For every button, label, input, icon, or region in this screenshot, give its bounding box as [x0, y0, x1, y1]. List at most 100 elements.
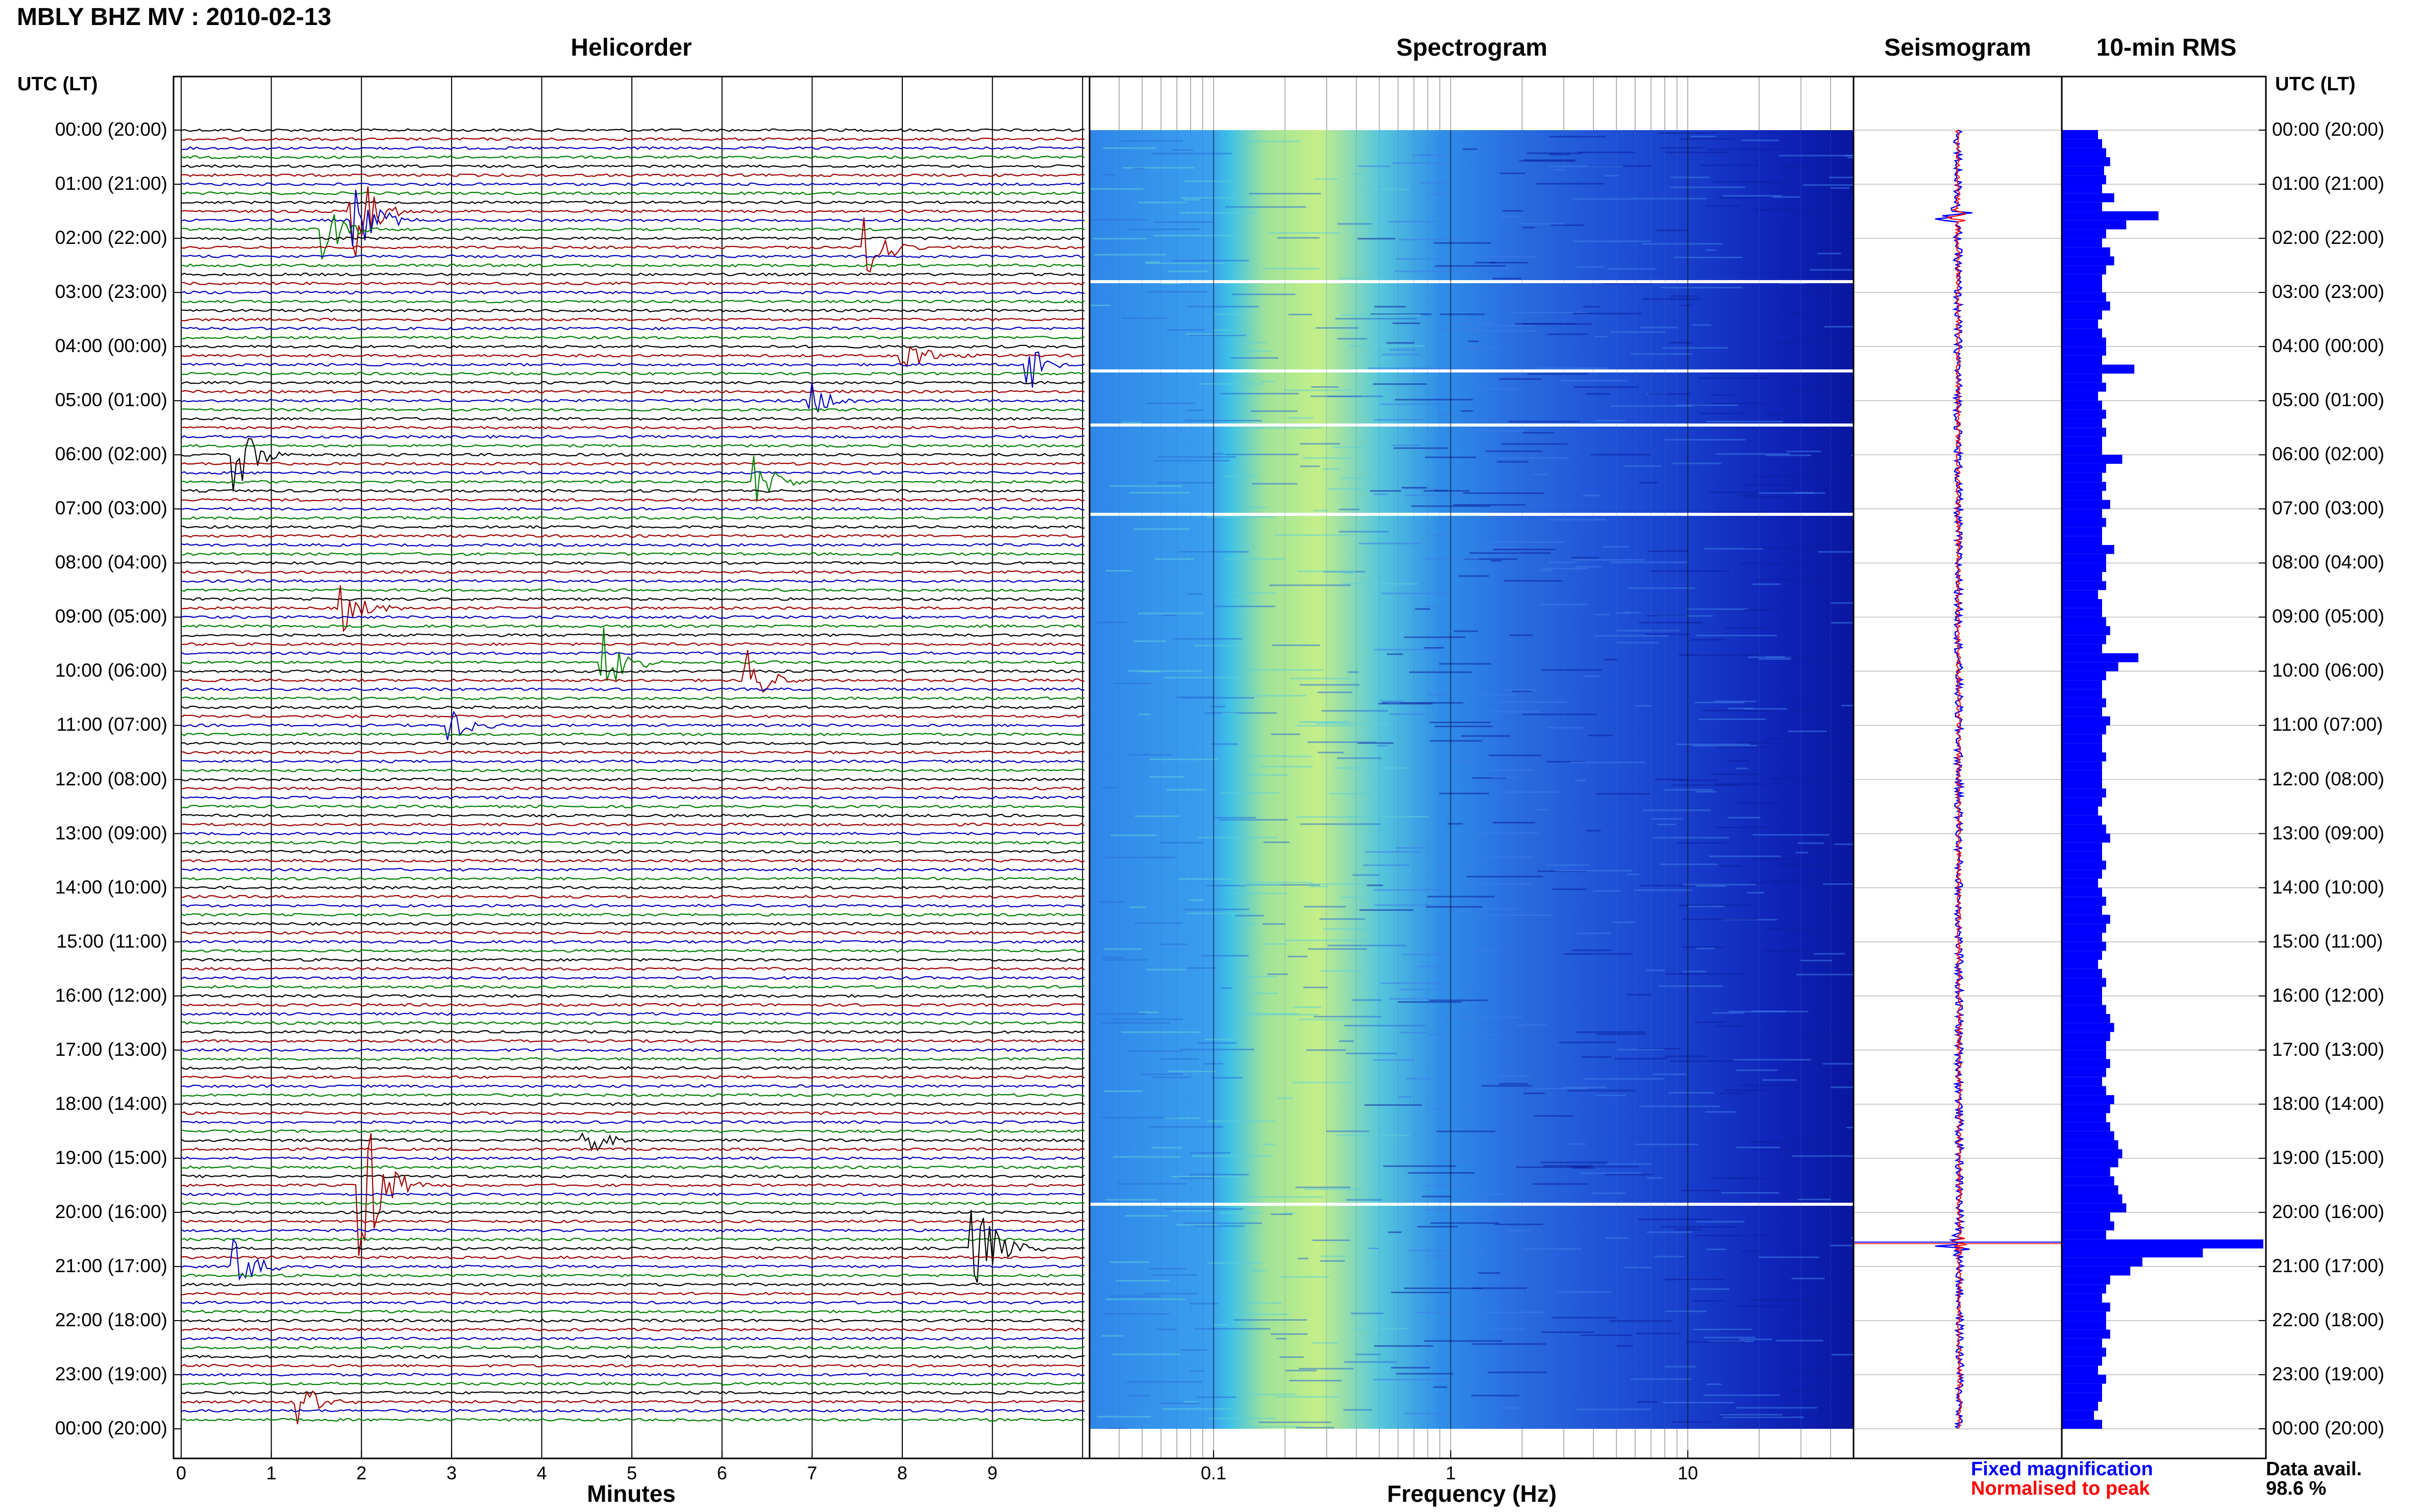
- spectrogram-speckle: [1436, 1130, 1495, 1132]
- spectrogram-speckle: [1133, 640, 1166, 642]
- spectrogram-speckle: [1748, 656, 1792, 658]
- spectrogram-speckle: [1183, 1401, 1198, 1403]
- spectrogram-speckle: [1590, 454, 1651, 456]
- rms-bar: [2062, 1158, 2118, 1168]
- spectrogram-speckle: [1700, 164, 1758, 166]
- spectrogram-speckle: [1516, 1166, 1588, 1168]
- rms-bar: [2062, 283, 2102, 293]
- spectrogram-speckle: [1695, 790, 1717, 792]
- helicorder-trace: [181, 642, 1084, 647]
- spectrogram-speckle: [1262, 1144, 1275, 1146]
- spectrogram-speckle: [1252, 695, 1306, 697]
- spectrogram-speckle: [1470, 430, 1524, 432]
- spectrogram-speckle: [1262, 267, 1320, 269]
- time-label-left: 16:00 (12:00): [55, 984, 167, 1006]
- spectrogram-speckle: [1411, 154, 1457, 156]
- helicorder-trace: [181, 1292, 1085, 1296]
- helicorder-trace: [181, 407, 1085, 412]
- spectrogram-speckle: [1146, 969, 1186, 971]
- spectrogram-speckle: [1296, 1427, 1335, 1429]
- spectrogram-speckle: [1662, 347, 1729, 349]
- spectrogram-speckle: [1592, 1192, 1626, 1194]
- spectrogram-speckle: [1303, 906, 1346, 908]
- spectrogram-speckle: [1818, 750, 1854, 752]
- helicorder-trace: [181, 588, 1085, 592]
- rms-bar: [2062, 1293, 2102, 1303]
- rms-bar: [2062, 969, 2102, 978]
- spectrogram-speckle: [1458, 575, 1489, 577]
- spectrogram-speckle: [1214, 816, 1256, 819]
- spectrogram-speckle: [1848, 892, 1854, 894]
- spectrogram-speckle: [1744, 609, 1781, 611]
- spectrogram-speckle: [1617, 641, 1659, 643]
- spectrogram-speckle: [1199, 383, 1264, 385]
- time-label-left: 15:00 (11:00): [56, 930, 167, 952]
- spectrogram-speckle: [1303, 986, 1328, 988]
- rms-bar: [2062, 986, 2102, 996]
- spectrogram-speckle: [1123, 167, 1195, 169]
- spectrogram-speckle: [1790, 1390, 1828, 1392]
- spectrogram-speckle: [1803, 459, 1819, 461]
- spectrogram-speckle: [1563, 953, 1633, 955]
- rms-bar: [2062, 364, 2135, 374]
- spectrogram-speckle: [1194, 1328, 1271, 1330]
- helicorder-trace: [181, 750, 1085, 755]
- rms-bar: [2062, 716, 2110, 726]
- spectrogram-speckle: [1837, 1193, 1854, 1195]
- spectrogram-speckle: [1156, 1328, 1177, 1330]
- spectrogram-speckle: [1194, 645, 1245, 647]
- spectrogram-speckle: [1553, 169, 1565, 171]
- spectrogram-speckle: [1182, 908, 1249, 910]
- rms-bar: [2062, 455, 2122, 464]
- spectrogram-speckle: [1162, 614, 1176, 616]
- spectrogram-speckle: [1109, 1295, 1161, 1297]
- spectrogram-speckle: [1642, 243, 1723, 245]
- spectrogram-speckle: [1646, 1231, 1693, 1233]
- spectrogram-speckle: [1434, 726, 1493, 728]
- spectrogram-speckle: [1758, 658, 1791, 660]
- rms-bar: [2062, 1077, 2102, 1086]
- spectrogram-speckle: [1672, 784, 1743, 786]
- spectrogram-speckle: [1802, 1038, 1854, 1040]
- spectrogram-speckle: [1427, 896, 1495, 898]
- spectrogram-speckle: [1541, 1331, 1595, 1333]
- helicorder-x-tick-label: 1: [266, 1463, 277, 1483]
- spectrogram-speckle: [1668, 1092, 1714, 1094]
- helicorder-trace: [181, 958, 1085, 962]
- spectrogram-speckle: [1572, 559, 1645, 561]
- helicorder-trace: [181, 1391, 1085, 1395]
- spectrogram-speckle: [1210, 706, 1225, 708]
- helicorder-trace: [181, 507, 1085, 511]
- page-title: MBLY BHZ MV : 2010-02-13: [17, 4, 332, 31]
- time-label-left: 00:00 (20:00): [55, 119, 167, 140]
- helicorder-trace: [181, 146, 1085, 151]
- spectrogram-speckle: [1230, 357, 1278, 359]
- spectrogram-speckle: [1652, 1073, 1687, 1075]
- spectrogram-speckle: [1646, 970, 1665, 972]
- spectrogram-speckle: [1298, 1257, 1309, 1259]
- spectrogram-speckle: [1610, 561, 1687, 563]
- spectrogram-speckle: [1796, 974, 1854, 976]
- spectrogram-speckle: [1153, 460, 1230, 462]
- spectrogram-speckle: [1100, 901, 1125, 903]
- spectrogram-speckle: [1148, 1126, 1223, 1128]
- spectrogram-speckle: [1425, 605, 1439, 607]
- spectrogram-speckle: [1427, 694, 1449, 696]
- spectrogram-speckle: [1658, 985, 1723, 987]
- spectrogram-speckle: [1127, 1050, 1183, 1052]
- spectrogram-speckle: [1738, 1305, 1784, 1307]
- spectrogram-speckle: [1310, 395, 1383, 398]
- spectrogram-speckle: [1695, 634, 1777, 636]
- spectrogram-speckle: [1213, 453, 1224, 455]
- spectrogram-speckle: [1342, 583, 1418, 585]
- rms-title: 10-min RMS: [2096, 34, 2237, 61]
- spectrogram-speckle: [1533, 474, 1547, 476]
- spectrogram-speckle: [1183, 199, 1200, 201]
- spectrogram-speckle: [1571, 557, 1599, 559]
- spectrogram-speckle: [1777, 865, 1854, 867]
- spectrogram-speckle: [1163, 1408, 1233, 1410]
- rms-bar: [2062, 698, 2106, 708]
- spectrogram-speckle: [1373, 1379, 1452, 1381]
- helicorder-trace: [181, 627, 1085, 681]
- rms-bar: [2062, 1167, 2110, 1177]
